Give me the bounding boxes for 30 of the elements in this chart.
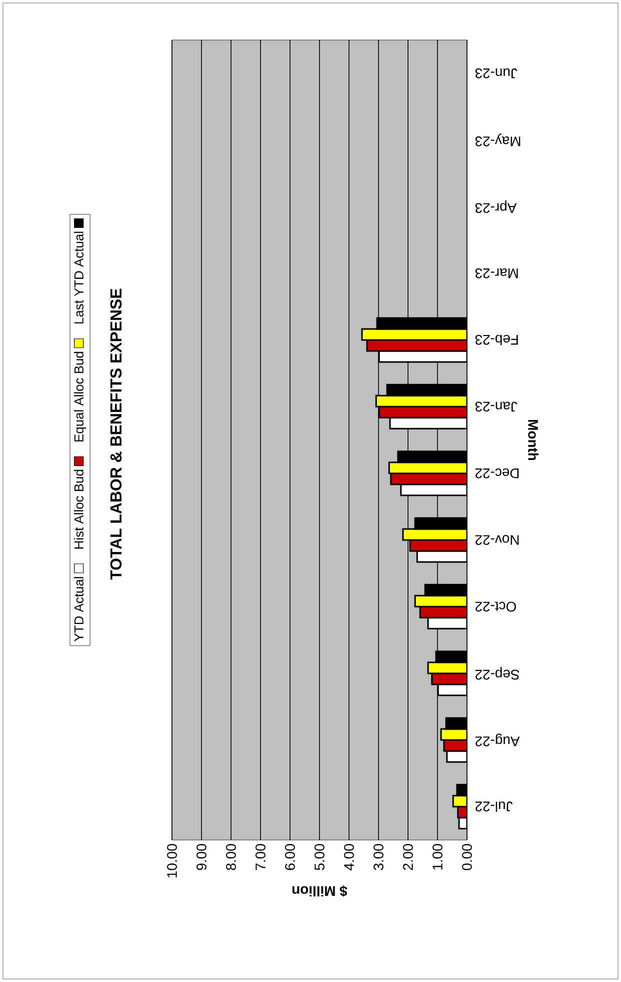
x-tick-label: 8.00 [226,844,236,870]
y-tick-label: May-23 [475,134,520,146]
x-tick-label: 4.00 [344,844,354,870]
y-tick-label: Jun-23 [475,68,518,78]
y-tick-label: Sep-22 [475,667,520,680]
y-tick-label: Jul-22 [475,802,513,812]
x-tick-label: 6.00 [285,844,295,870]
x-tick-label: 5.00 [314,844,324,870]
x-tick-label: 3.00 [374,844,384,870]
y-axis-title: Month [528,420,538,460]
legend-label: YTD Actual [74,577,84,642]
y-tick-label: Mar-23 [475,268,518,278]
text: TOTAL LABOR & BENEFITS EXPENSE [110,288,122,580]
y-tick-label: Jan-23 [475,402,518,412]
y-tick-label: Feb-23 [475,334,518,346]
x-tick-label: 9.00 [196,844,206,870]
y-tick-label: Oct-22 [475,602,516,612]
legend-label: Last YTD Actual [74,232,84,324]
x-tick-label: 2.00 [403,844,413,870]
y-tick-label: Nov-22 [475,535,519,545]
legend-label: Equal Alloc Bud [74,352,86,442]
x-tick-label: 0.00 [462,844,472,870]
x-tick-label: 1.00 [432,844,442,870]
y-tick-label: Apr-23 [475,200,517,213]
y-tick-label: Aug-22 [475,734,520,746]
x-tick-label: 7.00 [256,844,266,870]
y-tick-label: Dec-22 [475,468,519,478]
x-axis-title: $ Million [292,885,348,897]
x-tick-label: 10.00 [167,844,177,878]
legend-label: Hist Alloc Bud [74,470,84,549]
